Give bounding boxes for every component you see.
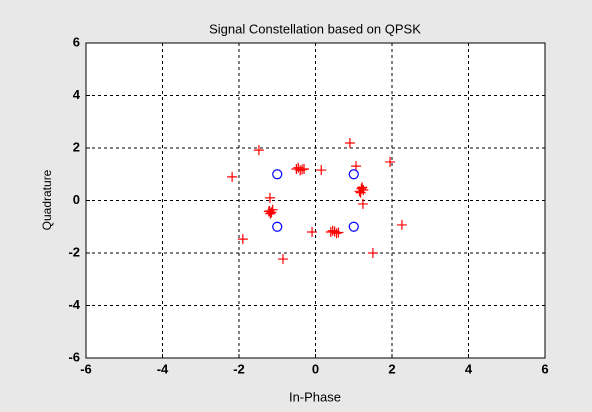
point — [263, 206, 274, 217]
y-tick-label: 6 — [73, 34, 80, 49]
x-tick-label: 4 — [465, 361, 473, 376]
point — [333, 227, 344, 238]
point — [253, 145, 264, 156]
x-axis-label: In-Phase — [289, 389, 341, 404]
point — [265, 208, 276, 219]
point — [297, 164, 308, 175]
point — [356, 183, 367, 194]
point — [354, 186, 365, 197]
y-tick-label: -2 — [68, 244, 80, 259]
point — [355, 187, 366, 198]
x-tick-label: 0 — [312, 361, 319, 376]
point — [266, 207, 277, 218]
y-tick-label: 0 — [73, 192, 80, 207]
x-tick-label: -6 — [80, 361, 92, 376]
x-tick-label: 2 — [388, 361, 395, 376]
x-tick-label: -4 — [157, 361, 169, 376]
plot-frame — [85, 42, 546, 359]
point — [385, 156, 396, 167]
point — [264, 192, 275, 203]
y-tick-label: -6 — [68, 349, 80, 364]
point — [307, 227, 318, 237]
point — [272, 221, 283, 232]
x-tick-label: 6 — [541, 361, 548, 376]
point — [396, 219, 407, 230]
chart-title: Signal Constellation based on QPSK — [209, 21, 421, 36]
point — [367, 248, 378, 258]
point — [357, 182, 368, 193]
point — [357, 198, 368, 209]
point — [277, 254, 288, 265]
x-tick-label: -2 — [233, 361, 245, 376]
point — [331, 228, 342, 239]
point — [316, 165, 327, 176]
point — [272, 169, 283, 180]
point — [348, 221, 359, 232]
y-tick-label: -4 — [68, 297, 80, 312]
point — [344, 138, 355, 149]
point — [227, 171, 238, 182]
point — [237, 234, 248, 245]
y-axis-label: Quadrature — [40, 169, 54, 230]
point — [351, 161, 362, 172]
y-tick-label: 4 — [73, 87, 81, 102]
point — [348, 169, 359, 180]
y-tick-label: 2 — [73, 139, 80, 154]
